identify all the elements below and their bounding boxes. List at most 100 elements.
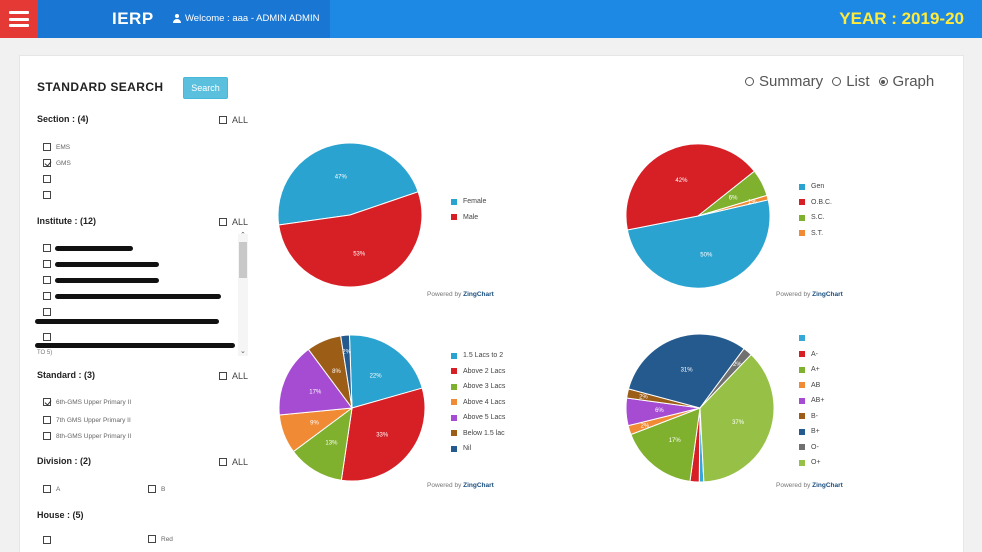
legend-label: Nil xyxy=(463,445,472,452)
checkbox-checked-icon xyxy=(43,159,51,167)
legend-item[interactable]: O.B.C. xyxy=(799,199,832,206)
legend-item[interactable]: Gen xyxy=(799,183,824,190)
pie-slice-above-2-lacs[interactable] xyxy=(340,387,426,482)
checkbox-icon xyxy=(43,536,51,544)
legend-item[interactable]: 1.5 Lacs to 2 xyxy=(451,352,503,359)
institute-item[interactable] xyxy=(43,308,51,316)
checkbox-icon xyxy=(43,308,51,316)
slice-label: 2% xyxy=(733,362,742,368)
powered-by-text[interactable]: Powered by ZingChart xyxy=(427,482,494,489)
legend-item[interactable] xyxy=(799,335,811,341)
legend-item[interactable]: A- xyxy=(799,351,818,358)
division-item[interactable]: B xyxy=(148,485,165,493)
chevron-up-icon[interactable]: ⌃ xyxy=(240,232,246,239)
slice-label: 31% xyxy=(681,368,694,374)
institute-item[interactable] xyxy=(43,276,51,284)
legend-swatch xyxy=(451,414,457,421)
standard-all-checkbox[interactable]: ALL xyxy=(219,371,248,381)
legend-label: B+ xyxy=(811,428,820,435)
legend-item[interactable]: Above 5 Lacs xyxy=(451,414,505,421)
section-item[interactable] xyxy=(43,175,56,183)
pie-slice-o-[interactable] xyxy=(699,353,775,483)
all-label: ALL xyxy=(232,457,249,467)
app-brand[interactable]: IERP xyxy=(112,9,154,28)
legend-item[interactable]: B- xyxy=(799,413,818,420)
legend-swatch xyxy=(451,368,457,374)
scrollbar-thumb[interactable] xyxy=(239,242,247,278)
redacted-text xyxy=(35,343,235,348)
checkbox-icon xyxy=(43,485,51,493)
legend-item[interactable]: S.C. xyxy=(799,214,825,221)
slice-label: 2% xyxy=(641,423,650,429)
checkbox-icon xyxy=(43,292,51,300)
legend-item[interactable]: AB xyxy=(799,382,820,389)
legend-item[interactable]: Above 2 Lacs xyxy=(451,368,505,375)
legend-item[interactable]: Female xyxy=(451,198,486,205)
slice-label: 9% xyxy=(310,420,319,426)
institute-item[interactable] xyxy=(43,333,51,341)
checkbox-icon xyxy=(43,260,51,268)
section-all-checkbox[interactable]: ALL xyxy=(219,115,248,125)
redacted-text xyxy=(55,246,133,251)
powered-by-text[interactable]: Powered by ZingChart xyxy=(776,291,843,298)
all-label: ALL xyxy=(232,371,249,381)
legend-item[interactable]: Above 3 Lacs xyxy=(451,383,505,390)
summary-radio[interactable]: Summary xyxy=(745,73,823,90)
division-all-checkbox[interactable]: ALL xyxy=(219,457,248,467)
pie-slice-male[interactable] xyxy=(278,191,423,288)
section-item[interactable] xyxy=(43,191,56,199)
legend-item[interactable]: Above 4 Lacs xyxy=(451,399,505,406)
legend-swatch xyxy=(451,198,457,205)
slice-label: 2% xyxy=(342,349,351,355)
legend-item[interactable]: AB+ xyxy=(799,397,824,404)
institute-item[interactable] xyxy=(43,292,51,300)
pie-slice-above-5-lacs[interactable] xyxy=(278,348,353,416)
legend-item[interactable]: Below 1.5 lac xyxy=(451,430,505,437)
standard-item[interactable]: 8th-GMS Upper Primary II xyxy=(43,432,131,440)
institute-item[interactable] xyxy=(43,260,51,268)
pie-slice-a-[interactable] xyxy=(630,407,701,482)
pie-slice-gen[interactable] xyxy=(626,199,771,289)
chevron-down-icon[interactable]: ⌄ xyxy=(240,348,246,355)
standard-item[interactable]: 6th-GMS Upper Primary II xyxy=(43,398,131,406)
blood-group-pie-chart: 17% 2% 6% 2% 31% 2% 37% xyxy=(625,333,775,483)
pie-slice-above-3-lacs[interactable] xyxy=(292,406,353,481)
pie-slice-female[interactable] xyxy=(277,142,419,226)
house-item[interactable] xyxy=(43,536,56,544)
institute-all-checkbox[interactable]: ALL xyxy=(219,217,248,227)
slice-label: 17% xyxy=(309,390,322,396)
graph-radio[interactable]: Graph xyxy=(878,73,934,90)
institute-label: Institute : (12) xyxy=(37,216,97,226)
division-item[interactable]: A xyxy=(43,485,60,493)
pie-slice-b-[interactable] xyxy=(627,333,745,409)
standard-item[interactable]: 7th GMS Upper Primary II xyxy=(43,416,131,424)
powered-by-text[interactable]: Powered by ZingChart xyxy=(427,291,494,298)
legend-label: B- xyxy=(811,412,818,420)
pie-slice-o-b-c-[interactable] xyxy=(625,143,756,231)
legend-item[interactable]: O- xyxy=(799,444,819,451)
house-item[interactable]: Red xyxy=(148,535,173,543)
legend-item[interactable]: B+ xyxy=(799,428,820,435)
pie-slice-nil[interactable] xyxy=(340,334,353,409)
menu-toggle-button[interactable] xyxy=(0,0,38,38)
legend-label: Above 5 Lacs xyxy=(463,414,506,421)
legend-item[interactable]: Nil xyxy=(451,445,471,452)
slice-label: 42% xyxy=(675,178,688,184)
institute-scrollbar[interactable] xyxy=(238,234,248,356)
legend-item[interactable]: Male xyxy=(451,214,478,221)
institute-item[interactable] xyxy=(43,244,51,252)
section-item[interactable]: GMS xyxy=(43,159,71,167)
slice-label: 6% xyxy=(655,408,664,414)
section-item[interactable]: EMS xyxy=(43,143,70,151)
legend-item[interactable]: A+ xyxy=(799,366,820,373)
pie-slice-s-t-[interactable] xyxy=(697,194,769,217)
list-radio[interactable]: List xyxy=(832,73,870,90)
welcome-text[interactable]: Welcome : aaa - ADMIN ADMIN xyxy=(173,13,319,24)
legend-item[interactable]: S.T. xyxy=(799,230,823,237)
search-button[interactable]: Search xyxy=(183,77,228,99)
powered-by-text[interactable]: Powered by ZingChart xyxy=(776,482,843,489)
radio-icon xyxy=(745,77,754,86)
pie-slice-1-5-lacs-to-2[interactable] xyxy=(348,334,423,409)
legend-swatch xyxy=(799,428,805,435)
legend-item[interactable]: O+ xyxy=(799,459,821,466)
